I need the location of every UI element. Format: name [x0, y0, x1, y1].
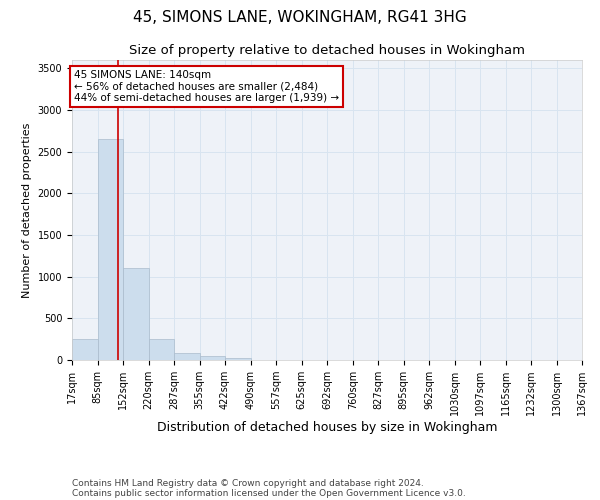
- Bar: [72, 339, 98, 360]
- Text: 45 SIMONS LANE: 140sqm
← 56% of detached houses are smaller (2,484)
44% of semi-: 45 SIMONS LANE: 140sqm ← 56% of detached…: [74, 70, 339, 103]
- X-axis label: Distribution of detached houses by size in Wokingham: Distribution of detached houses by size …: [157, 421, 497, 434]
- Text: 45, SIMONS LANE, WOKINGHAM, RG41 3HG: 45, SIMONS LANE, WOKINGHAM, RG41 3HG: [133, 10, 467, 25]
- Text: Contains public sector information licensed under the Open Government Licence v3: Contains public sector information licen…: [72, 488, 466, 498]
- Bar: [174, 354, 200, 360]
- Text: Contains HM Land Registry data © Crown copyright and database right 2024.: Contains HM Land Registry data © Crown c…: [72, 478, 424, 488]
- Y-axis label: Number of detached properties: Number of detached properties: [22, 122, 32, 298]
- Bar: [123, 268, 149, 360]
- Bar: [149, 339, 174, 360]
- Bar: [225, 358, 251, 360]
- Bar: [200, 356, 225, 360]
- Title: Size of property relative to detached houses in Wokingham: Size of property relative to detached ho…: [129, 44, 525, 58]
- Bar: [98, 139, 123, 360]
